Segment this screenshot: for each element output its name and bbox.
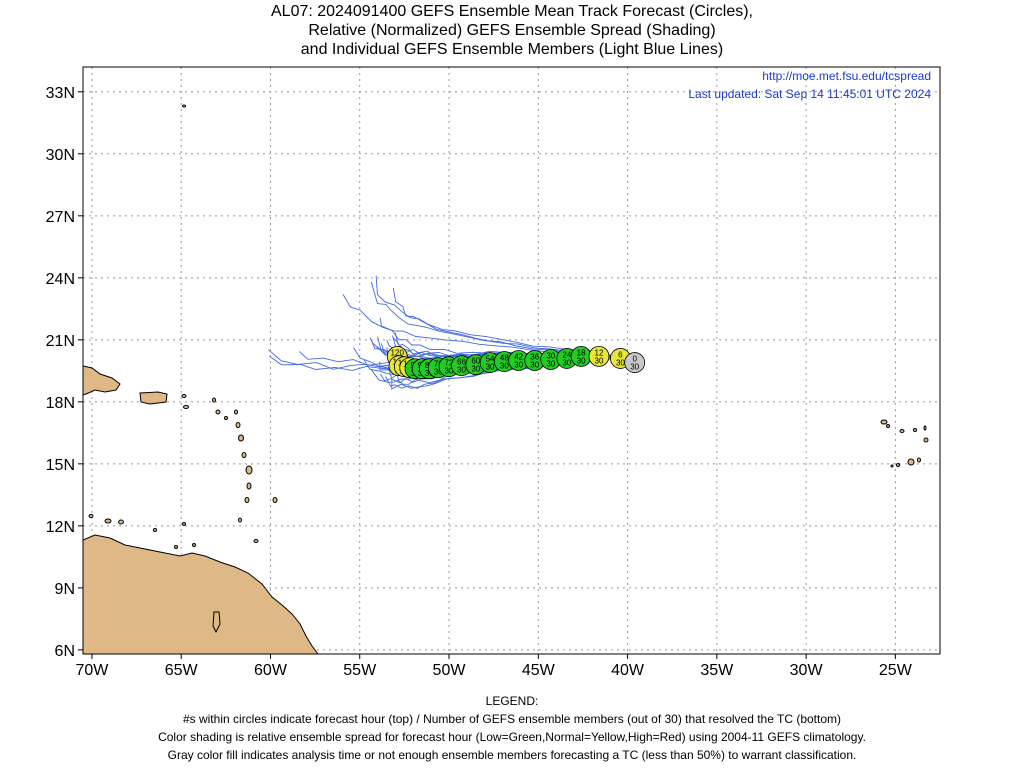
member-count-label: 30: [630, 363, 639, 372]
x-tick-label: 60W: [254, 662, 288, 679]
south-america-landmass: [83, 534, 319, 654]
chart-title: AL07: 2024091400 GEFS Ensemble Mean Trac…: [0, 2, 1024, 59]
x-tick-label: 25W: [879, 662, 913, 679]
member-count-label: 30: [546, 359, 555, 368]
forecast-track-points: 1202911429108291023096309030843078307230…: [386, 345, 646, 380]
forecast-hour-label: 36: [530, 353, 539, 362]
x-tick-label: 45W: [522, 662, 556, 679]
x-tick-label: 50W: [433, 662, 467, 679]
x-tick-label: 65W: [165, 662, 199, 679]
trinidad-island: [212, 611, 221, 634]
forecast-point: 030: [624, 352, 646, 373]
legend-line-2: Color shading is relative ensemble sprea…: [158, 730, 866, 744]
x-tick-label: 70W: [75, 662, 109, 679]
forecast-hour-label: 0: [632, 355, 637, 364]
y-tick-label: 30N: [46, 147, 75, 164]
forecast-hour-label: 6: [618, 350, 623, 359]
x-tick-label: 40W: [611, 662, 645, 679]
lesser-antilles-islands: [88, 104, 278, 549]
forecast-hour-label: 24: [562, 350, 571, 359]
member-count-label: 30: [514, 361, 523, 370]
y-tick-label: 33N: [46, 85, 75, 102]
cape-verde-islands: [880, 419, 929, 468]
y-axis-ticks: 6N 9N 12N 15N 18N 21N 24N 27N 30N 33N: [46, 85, 83, 660]
member-count-label: 30: [562, 358, 571, 367]
forecast-hour-label: 120: [391, 348, 405, 357]
y-tick-label: 18N: [46, 395, 75, 412]
title-line-1: AL07: 2024091400 GEFS Ensemble Mean Trac…: [271, 3, 753, 20]
y-tick-label: 24N: [46, 271, 75, 288]
member-count-label: 30: [471, 365, 480, 374]
legend-line-1: #s within circles indicate forecast hour…: [182, 712, 842, 726]
x-axis-ticks: 70W 65W 60W 55W 50W 45W 40W 35W 30W 25W: [75, 654, 913, 679]
forecast-circle: [588, 345, 610, 367]
grid-lines: [83, 67, 940, 654]
y-tick-label: 15N: [46, 457, 75, 474]
forecast-hour-label: 48: [500, 354, 509, 363]
forecast-hour-label: 72: [445, 359, 454, 368]
y-tick-label: 9N: [55, 581, 75, 598]
x-tick-label: 35W: [700, 662, 734, 679]
legend-heading: LEGEND:: [485, 694, 539, 708]
x-tick-label: 30W: [790, 662, 824, 679]
member-count-label: 30: [595, 356, 604, 365]
forecast-hour-label: 54: [486, 355, 495, 364]
last-updated: Last updated: Sat Sep 14 11:45:01 UTC 20…: [688, 87, 931, 101]
forecast-hour-label: 42: [514, 353, 523, 362]
member-count-label: 30: [530, 361, 539, 370]
title-line-2: Relative (Normalized) GEFS Ensemble Spre…: [308, 22, 716, 39]
y-tick-label: 6N: [55, 643, 75, 660]
member-count-label: 30: [434, 368, 443, 377]
forecast-hour-label: 78: [434, 360, 443, 369]
member-count-label: 30: [577, 356, 586, 365]
forecast-circle: [624, 352, 646, 373]
y-tick-label: 12N: [46, 519, 75, 536]
y-tick-label: 27N: [46, 209, 75, 226]
title-line-3: and Individual GEFS Ensemble Members (Li…: [300, 41, 724, 58]
member-count-label: 30: [500, 362, 509, 371]
map-frame: [82, 66, 941, 655]
y-tick-label: 21N: [46, 333, 75, 350]
forecast-hour-label: 12: [595, 348, 604, 357]
member-count-label: 30: [486, 363, 495, 372]
forecast-hour-label: 66: [457, 358, 466, 367]
member-count-label: 30: [457, 366, 466, 375]
x-tick-label: 55W: [343, 662, 377, 679]
source-url[interactable]: http://moe.met.fsu.edu/tcspread: [762, 69, 931, 83]
puerto-rico-island: [139, 391, 168, 405]
land-masses: [83, 104, 929, 654]
member-count-label: 30: [445, 367, 454, 376]
hispaniola-island: [83, 365, 121, 396]
member-count-label: 30: [616, 358, 625, 367]
legend: LEGEND: #s within circles indicate forec…: [0, 692, 1024, 764]
legend-line-3: Gray color fill indicates analysis time …: [167, 748, 857, 762]
forecast-hour-label: 60: [471, 357, 480, 366]
forecast-hour-label: 30: [546, 351, 555, 360]
forecast-hour-label: 18: [577, 348, 586, 357]
